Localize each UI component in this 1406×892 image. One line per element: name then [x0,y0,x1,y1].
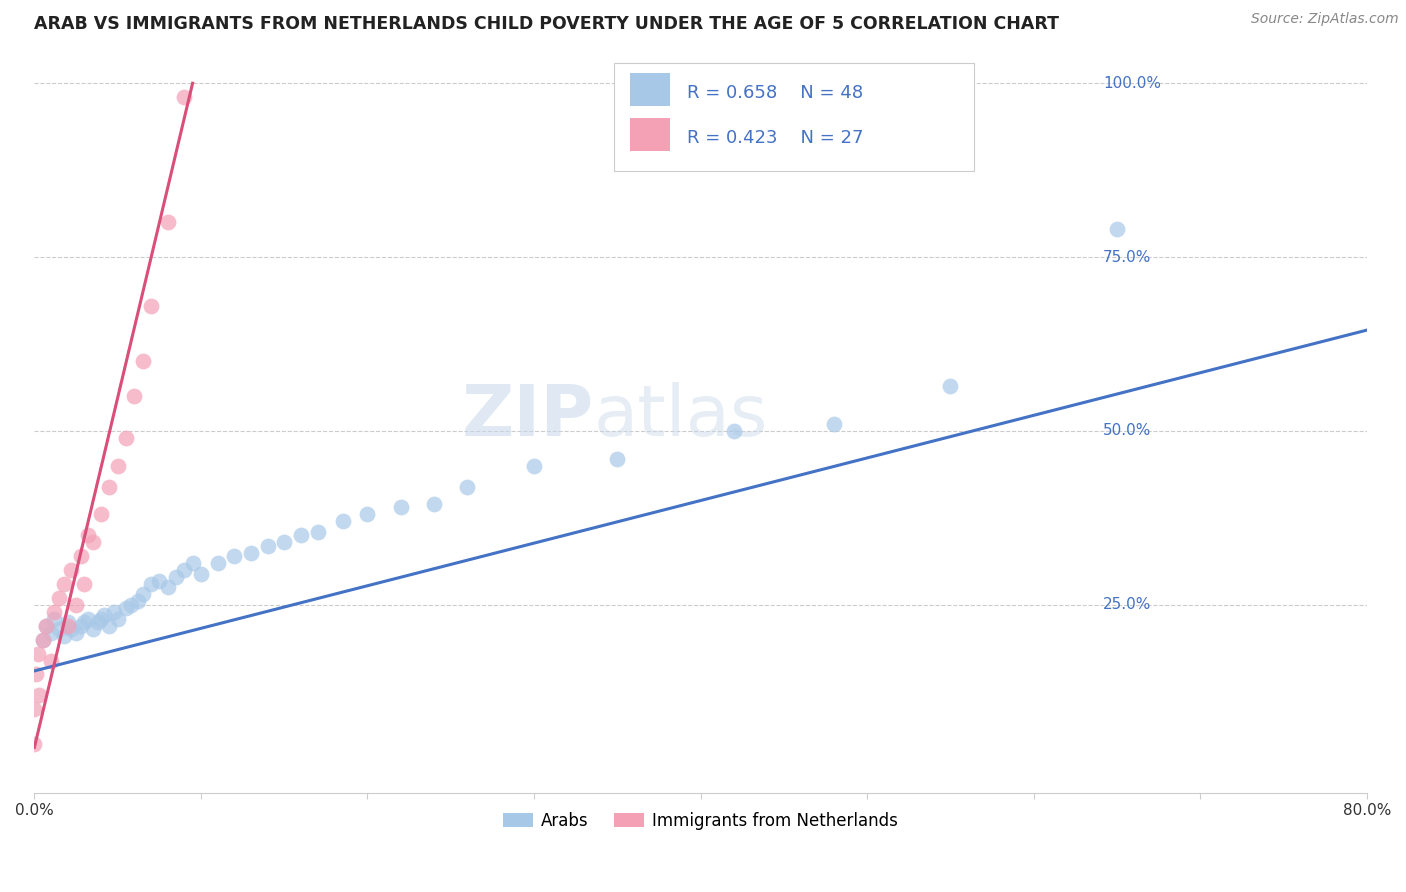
Point [86,615,108,630]
Point [273,535,295,549]
Point [103,605,125,619]
Point [107,612,129,626]
Point [290,528,312,542]
Point [76,612,98,626]
Point [120,598,142,612]
Point [115,431,138,445]
Point [356,508,378,522]
Point [224,549,246,564]
Point [60,563,83,577]
Point [65,598,87,612]
Point [48,622,70,636]
Point [53,629,76,643]
Point [939,378,962,392]
Point [139,299,162,313]
Point [1105,222,1128,236]
Point [93,608,115,623]
Point [115,601,138,615]
Text: ZIP: ZIP [461,383,593,451]
Point [98,618,121,632]
Point [27,647,49,661]
Text: atlas: atlas [593,383,768,451]
Point [73,577,96,591]
Point [131,587,153,601]
Point [82,622,104,636]
Point [98,480,121,494]
Point [173,563,195,577]
Point [190,566,212,581]
Point [31,632,53,647]
Point [823,417,845,431]
Point [139,577,162,591]
Point [56,615,79,630]
Point [53,577,76,591]
Point [56,618,79,632]
Point [181,556,204,570]
Text: 25.0%: 25.0% [1102,598,1152,613]
Point [423,497,446,511]
Point [60,622,83,636]
Text: 100.0%: 100.0% [1102,76,1161,91]
Text: Source: ZipAtlas.com: Source: ZipAtlas.com [1251,12,1399,26]
Text: R = 0.423    N = 27: R = 0.423 N = 27 [688,128,863,147]
Point [35,618,58,632]
Point [25,667,48,681]
Point [173,90,195,104]
Point [65,625,87,640]
Legend: Arabs, Immigrants from Netherlands: Arabs, Immigrants from Netherlands [496,805,905,837]
Point [156,581,179,595]
Point [239,546,262,560]
Point [456,480,478,494]
Point [70,549,93,564]
Bar [614,63,974,171]
Point [90,612,112,626]
Point [39,653,62,667]
Point [44,612,66,626]
Point [256,539,278,553]
Text: 50.0%: 50.0% [1102,424,1152,439]
Point [606,451,628,466]
Point [76,528,98,542]
Point [389,500,412,515]
Point [22,737,45,751]
Text: R = 0.658    N = 48: R = 0.658 N = 48 [688,84,863,102]
Point [127,594,149,608]
Point [124,389,146,403]
Point [723,424,745,438]
Point [165,570,187,584]
Point [22,702,45,716]
Point [31,632,53,647]
Point [35,618,58,632]
Point [48,591,70,605]
Point [82,535,104,549]
Point [131,354,153,368]
Text: ARAB VS IMMIGRANTS FROM NETHERLANDS CHILD POVERTY UNDER THE AGE OF 5 CORRELATION: ARAB VS IMMIGRANTS FROM NETHERLANDS CHIL… [34,15,1059,33]
Point [156,215,179,229]
Point [207,556,229,570]
Point [70,618,93,632]
Point [107,458,129,473]
Point [28,688,51,702]
Point [148,574,170,588]
Bar [630,118,669,151]
Point [90,508,112,522]
Bar [630,73,669,106]
Text: 75.0%: 75.0% [1102,250,1152,265]
Point [523,458,546,473]
Point [332,515,354,529]
Point [39,625,62,640]
Point [73,615,96,630]
Point [44,605,66,619]
Point [307,524,329,539]
